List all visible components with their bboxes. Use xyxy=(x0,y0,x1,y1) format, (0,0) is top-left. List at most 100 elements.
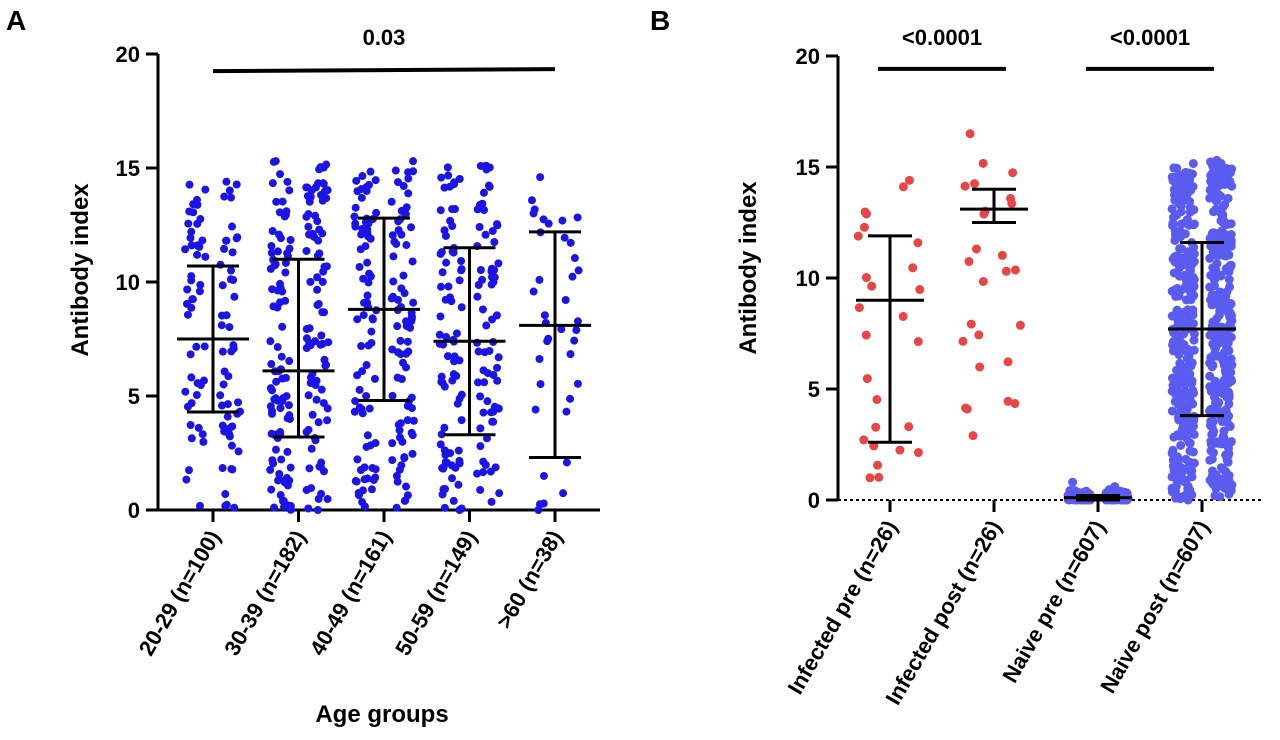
data-point xyxy=(1175,358,1185,368)
data-point xyxy=(485,182,494,191)
data-point xyxy=(557,325,566,334)
data-point xyxy=(225,432,234,441)
data-point xyxy=(393,322,402,331)
data-point xyxy=(404,189,413,198)
data-point xyxy=(861,330,871,340)
data-point xyxy=(1177,463,1187,473)
data-point xyxy=(276,428,285,437)
data-point xyxy=(1167,204,1177,214)
data-point xyxy=(1010,265,1020,275)
data-point xyxy=(965,129,975,139)
data-point xyxy=(473,469,482,478)
data-point xyxy=(313,301,322,310)
data-point xyxy=(448,474,457,483)
data-point xyxy=(966,319,976,329)
data-point xyxy=(535,275,544,284)
data-point xyxy=(183,310,192,319)
data-point xyxy=(393,373,402,382)
data-point xyxy=(285,411,294,420)
data-point xyxy=(454,480,463,489)
data-point xyxy=(364,278,373,287)
data-point xyxy=(1187,490,1197,500)
y-tick-label: 10 xyxy=(796,266,820,291)
data-point xyxy=(403,337,412,346)
data-point xyxy=(266,337,275,346)
data-point xyxy=(913,337,923,347)
x-tick-label: Naive pre (n=607) xyxy=(997,516,1110,687)
data-point xyxy=(1224,399,1234,409)
data-point xyxy=(228,222,237,231)
data-point xyxy=(558,216,567,225)
data-point xyxy=(221,490,230,499)
data-point xyxy=(360,475,369,484)
data-point xyxy=(573,379,582,388)
data-point xyxy=(270,503,279,512)
data-point xyxy=(489,370,498,379)
data-point xyxy=(394,226,403,235)
data-point xyxy=(220,244,229,253)
data-point xyxy=(400,454,409,463)
y-tick-label: 15 xyxy=(796,155,820,180)
data-point xyxy=(488,417,497,426)
data-point xyxy=(302,246,311,255)
x-tick-label: Infected post (n=26) xyxy=(880,516,1006,709)
x-tick-label: 30-39 (n=182) xyxy=(219,526,311,660)
data-point xyxy=(478,275,487,284)
data-point xyxy=(531,405,540,414)
data-point xyxy=(350,212,359,221)
data-point xyxy=(1174,309,1184,319)
data-point xyxy=(225,323,234,332)
data-point xyxy=(408,449,417,458)
data-point xyxy=(1172,229,1182,239)
data-point xyxy=(1169,342,1179,352)
data-point xyxy=(201,185,210,194)
data-point xyxy=(574,266,583,275)
data-point xyxy=(859,435,869,445)
data-point xyxy=(402,482,411,491)
data-point xyxy=(1205,193,1215,203)
data-point xyxy=(540,311,549,320)
data-point xyxy=(1214,302,1224,312)
data-point xyxy=(391,166,400,175)
data-point xyxy=(1187,260,1197,270)
data-point xyxy=(356,245,365,254)
data-point xyxy=(402,203,411,212)
data-point xyxy=(1213,406,1223,416)
data-point xyxy=(397,284,406,293)
data-point xyxy=(1178,492,1188,502)
data-point xyxy=(317,331,326,340)
data-point xyxy=(1177,475,1187,485)
data-point xyxy=(455,276,464,285)
data-point xyxy=(355,385,364,394)
data-point xyxy=(527,196,536,205)
data-point xyxy=(192,391,201,400)
data-point xyxy=(543,337,552,346)
data-point xyxy=(218,464,227,473)
data-point xyxy=(441,231,450,240)
data-point xyxy=(311,381,320,390)
data-point xyxy=(302,334,311,343)
data-point xyxy=(395,426,404,435)
data-point xyxy=(444,282,453,291)
data-point xyxy=(1222,356,1232,366)
data-point xyxy=(1205,371,1215,381)
data-point xyxy=(402,349,411,358)
data-point xyxy=(364,341,373,350)
data-point xyxy=(232,180,241,189)
x-tick-label: 20-29 (n=100) xyxy=(134,526,226,660)
data-point xyxy=(319,179,328,188)
data-point xyxy=(304,210,313,219)
data-point xyxy=(407,223,416,232)
data-point xyxy=(483,397,492,406)
data-point xyxy=(1205,185,1215,195)
data-point xyxy=(440,503,449,512)
data-point xyxy=(1217,439,1227,449)
data-point xyxy=(479,408,488,417)
data-point xyxy=(285,357,294,366)
data-point xyxy=(898,182,908,192)
data-point xyxy=(269,157,278,166)
data-point xyxy=(370,374,379,383)
data-point xyxy=(351,397,360,406)
data-point xyxy=(323,404,332,413)
data-point xyxy=(1186,169,1196,179)
